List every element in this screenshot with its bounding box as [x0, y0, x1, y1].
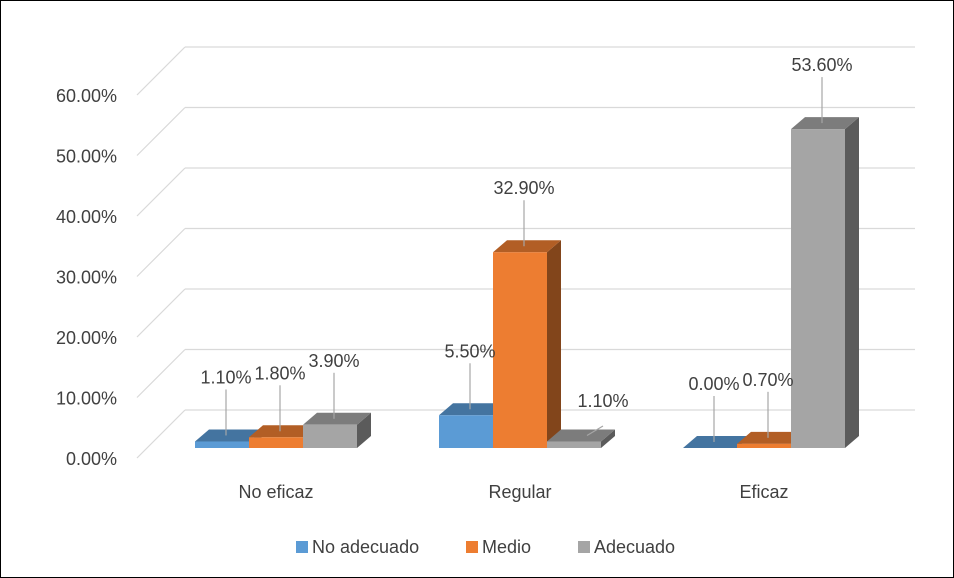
- legend-label: No adecuado: [312, 537, 419, 557]
- data-label: 0.00%: [688, 374, 739, 394]
- data-label: 1.80%: [254, 363, 305, 383]
- bar-medio-regular: [493, 240, 561, 448]
- x-category-label: Eficaz: [739, 482, 788, 502]
- legend-item: No adecuado: [296, 537, 419, 557]
- bar-adecuado-eficaz: [791, 117, 859, 448]
- x-category-label: No eficaz: [238, 482, 313, 502]
- bar-adecuado-regular: [547, 429, 615, 448]
- legend-item: Adecuado: [578, 537, 675, 557]
- y-tick-label: 20.00%: [56, 328, 117, 348]
- bar-adecuado-no-eficaz: [303, 412, 371, 448]
- data-label: 3.90%: [308, 351, 359, 371]
- gridline-depth: [136, 349, 186, 398]
- data-label: 32.90%: [493, 178, 554, 198]
- legend-swatch: [466, 541, 478, 553]
- legend-swatch: [578, 541, 590, 553]
- bar-no-adecuado-eficaz: [683, 436, 751, 448]
- legend-swatch: [296, 541, 308, 553]
- legend-item: Medio: [466, 537, 531, 557]
- data-label: 1.10%: [577, 391, 628, 411]
- y-axis-ticks: 0.00% 10.00% 20.00% 30.00% 40.00% 50.00% 60.00…: [56, 86, 117, 469]
- data-label: 1.10%: [200, 367, 251, 387]
- bar-no-adecuado-regular: [439, 403, 507, 448]
- bars-layer: [195, 117, 859, 448]
- data-label: 0.70%: [742, 370, 793, 390]
- y-tick-label: 40.00%: [56, 207, 117, 227]
- data-labels-layer: 1.10% 1.80%3.90% 5.50%32.90%1.10%0.00% 0.70…: [200, 55, 853, 442]
- y-tick-label: 10.00%: [56, 389, 117, 409]
- gridline-depth: [136, 288, 186, 338]
- y-tick-label: 50.00%: [56, 147, 117, 167]
- y-tick-label: 0.00%: [66, 449, 117, 469]
- gridline-depth: [136, 409, 186, 459]
- y-tick-label: 60.00%: [56, 86, 117, 106]
- gridline-depth: [136, 46, 186, 96]
- y-tick-label: 30.00%: [56, 268, 117, 288]
- legend: No adecuado Medio Adecuado: [296, 537, 675, 557]
- legend-label: Adecuado: [594, 537, 675, 557]
- data-label: 53.60%: [791, 55, 852, 75]
- gridline-depth: [136, 167, 186, 217]
- legend-label: Medio: [482, 537, 531, 557]
- x-axis-categories: No eficaz Regular Eficaz: [238, 482, 788, 502]
- data-label: 5.50%: [444, 341, 495, 361]
- x-category-label: Regular: [488, 482, 551, 502]
- gridline-depth: [136, 107, 186, 156]
- leader-line: [586, 425, 604, 436]
- gridline-depth: [136, 228, 186, 277]
